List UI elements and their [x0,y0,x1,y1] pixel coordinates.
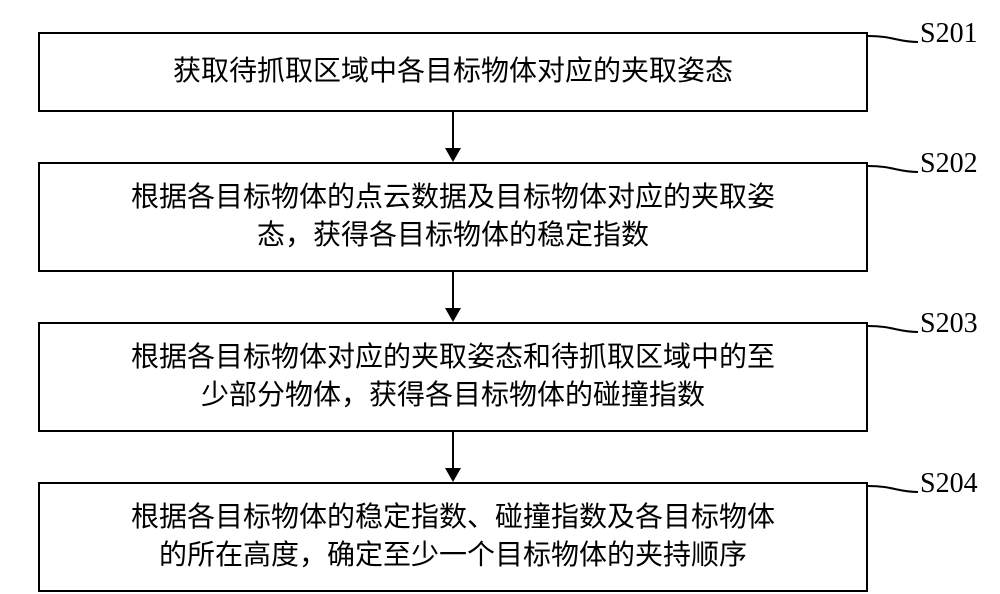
step-text-s204: 根据各目标物体的稳定指数、碰撞指数及各目标物体 的所在高度，确定至少一个目标物体… [131,499,775,575]
step-text-s203: 根据各目标物体对应的夹取姿态和待抓取区域中的至 少部分物体，获得各目标物体的碰撞… [131,339,775,415]
step-box-s202: 根据各目标物体的点云数据及目标物体对应的夹取姿 态，获得各目标物体的稳定指数 [38,162,868,272]
step-label-s203: S203 [920,308,978,340]
step-box-s201: 获取待抓取区域中各目标物体对应的夹取姿态 [38,32,868,112]
step-text-s202: 根据各目标物体的点云数据及目标物体对应的夹取姿 态，获得各目标物体的稳定指数 [131,179,775,255]
step-text-s201: 获取待抓取区域中各目标物体对应的夹取姿态 [173,53,733,91]
step-label-s201: S201 [920,18,978,50]
step-box-s204: 根据各目标物体的稳定指数、碰撞指数及各目标物体 的所在高度，确定至少一个目标物体… [38,482,868,592]
step-box-s203: 根据各目标物体对应的夹取姿态和待抓取区域中的至 少部分物体，获得各目标物体的碰撞… [38,322,868,432]
step-label-s204: S204 [920,468,978,500]
step-label-s202: S202 [920,148,978,180]
flowchart-canvas: 获取待抓取区域中各目标物体对应的夹取姿态 S201 根据各目标物体的点云数据及目标物… [0,0,1000,594]
